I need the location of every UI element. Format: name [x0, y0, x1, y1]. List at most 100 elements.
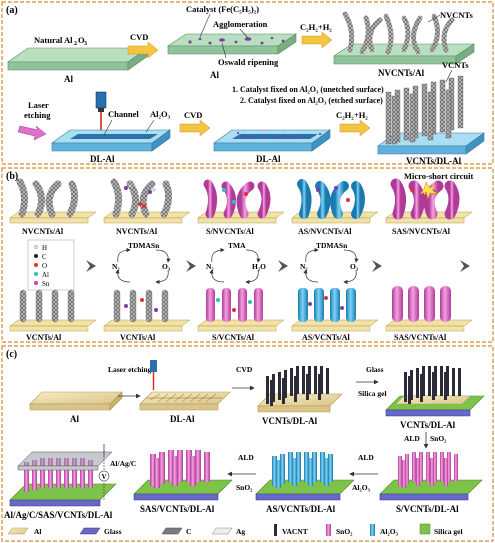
cycle-2 [209, 247, 261, 285]
legend-sn: Sn [42, 280, 50, 288]
natural-al-slab [7, 47, 149, 71]
c-as-vcnts-label: AS/VCNTs/DL-Al [266, 504, 336, 514]
c-dl-al-slab [139, 391, 231, 411]
legend-c-al: Al [34, 527, 42, 536]
oswald-label: Oswald ripening [218, 57, 279, 67]
cycle2-right: H₂O [252, 262, 266, 271]
dl-al-slab-2 [213, 129, 331, 152]
c-sas-vcnts-label: SAS/VCNTs/DL-Al [140, 504, 215, 514]
c-laser-head [150, 360, 157, 390]
vcnts-tag: VCNTs [442, 60, 469, 70]
panel-a-tag: (a) [6, 5, 18, 16]
oswald-pointer [221, 42, 227, 59]
c-laser-label: Laser etching [108, 365, 152, 374]
natural-al2o3-label: Natural Al [34, 35, 73, 45]
panel-c-tag: (c) [6, 349, 17, 360]
c-legend [7, 523, 431, 536]
catalyst-label: Catalyst (Fe(C₅H₅)₂) [186, 4, 259, 14]
al2o3-label: Al₂O₃ [150, 109, 171, 119]
cycle3-right: O₃ [350, 262, 359, 271]
c-as-vcnts-slab [255, 452, 355, 501]
arrow-gas-1 [301, 31, 333, 49]
agglomeration-pointer [239, 28, 249, 39]
arrow-cvd-2 [179, 119, 211, 137]
channel-pointer [103, 119, 113, 136]
dl-al-label-2: DL-Al [256, 154, 281, 164]
c-glass-label: Glass [366, 365, 384, 374]
arrow-gas-2 [339, 119, 371, 137]
nvcnts-tag: NVCNTs [440, 10, 473, 20]
legend-o: O [42, 262, 47, 270]
c-final-device [9, 444, 117, 507]
legend-c-ag: Ag [236, 527, 245, 536]
natural-al2o3-sub: 2 [74, 41, 77, 47]
c-al-slab [29, 391, 123, 411]
nvcnts-pointer [427, 14, 441, 23]
agglomeration-label: Agglomeration [213, 19, 268, 29]
c-dl-al-label: DL-Al [170, 414, 195, 424]
micro-short-label: Micro-short circuit [404, 171, 473, 181]
vcnts-dl-label: VCNTs/DL-Al [406, 156, 462, 166]
b-top-row [9, 178, 473, 224]
b-top-label-4: AS/NVCNTs/Al [298, 227, 352, 236]
note-etched: 2. Catalyst fixed on Al₂O₃ (etched surfa… [240, 96, 383, 105]
gas-label-2: C₂H₂+H₂ [336, 110, 368, 120]
b-bottom-label-3: S/VCNTs/Al [212, 333, 255, 342]
c-sno2-1-label: SnO₂ [430, 434, 447, 443]
legend-al: Al [42, 271, 49, 279]
b-bottom-label-1: VCNTs/Al [26, 333, 62, 342]
al-label-1: Al [64, 74, 73, 84]
panel-b-tag: (b) [6, 171, 18, 182]
cycle1-left: N₂ [112, 262, 120, 271]
etching-label: etching [24, 110, 51, 120]
nvcnts-al-label: NVCNTs/Al [378, 68, 425, 78]
cvd-label-2: CVD [184, 110, 202, 120]
al2o3-pointer [145, 119, 155, 133]
b-top-label-5: SAS/NVCNTs/Al [392, 227, 451, 236]
vcnts-dl-slab [377, 75, 485, 155]
c-s-vcnts-slab [379, 452, 483, 501]
laser-head [95, 91, 107, 133]
legend-c-vacnt: VACNT [282, 527, 308, 536]
legend-c: C [42, 253, 47, 261]
cycle1-top: TDMASn [128, 241, 160, 250]
c-al-label: Al [70, 414, 79, 424]
b-top-label-1: NVCNTs/Al [22, 227, 64, 236]
b-bottom-label-2: VCNTs/Al [120, 333, 156, 342]
panel-a-border [1, 1, 494, 165]
laser-label: Laser [28, 100, 49, 110]
c-sas-vcnts-slab [133, 450, 233, 501]
b-bottom-label-4: AS/VCNTs/Al [302, 333, 350, 342]
legend-h: H [42, 244, 47, 252]
gas-label-1: C₂H₂+H₂ [300, 22, 332, 32]
c-silica-label: Silica gel [358, 389, 387, 398]
note-unetched: 1. Catalyst fixed on Al₂O₃ (unetched sur… [232, 85, 384, 94]
cycle3-top: TDMASn [316, 241, 348, 250]
catalyst-pointer [199, 13, 211, 38]
c-sno2-2-label: SnO₂ [236, 483, 253, 492]
natural-al2o3-sub2: 3 [84, 41, 87, 47]
arrow-cvd-1 [127, 41, 159, 59]
catalyst-slab [167, 33, 297, 55]
dl-al-slab-1 [51, 129, 171, 152]
c-v-label: V [102, 473, 107, 481]
c-agc-label: Al/Ag/C [110, 459, 136, 468]
natural-al2o3-o: O [78, 35, 85, 45]
cvd-label-1: CVD [130, 32, 148, 42]
dl-al-label-1: DL-Al [90, 154, 115, 164]
c-ald3-label: ALD [238, 453, 254, 462]
cycle-1 [115, 247, 171, 285]
y-arrows [86, 260, 470, 272]
c-al2o3-label: Al₂O₃ [352, 483, 371, 492]
c-ald1-label: ALD [404, 434, 420, 443]
b-top-label-3: S/NVCNTs/Al [206, 227, 254, 236]
cycle1-right: O₃ [162, 262, 171, 271]
panel-c-border [1, 345, 494, 542]
legend-c-silica: Silica gel [434, 527, 463, 536]
cycle2-top: TMA [228, 241, 246, 250]
channel-label: Channel [108, 109, 139, 119]
b-top-label-2: NVCNTs/Al [116, 227, 158, 236]
c-final-label: Al/Ag/C/SAS/VCNTs/DL-Al [4, 510, 113, 520]
c-s-vcnts-label: S/VCNTs/DL-Al [396, 504, 459, 514]
